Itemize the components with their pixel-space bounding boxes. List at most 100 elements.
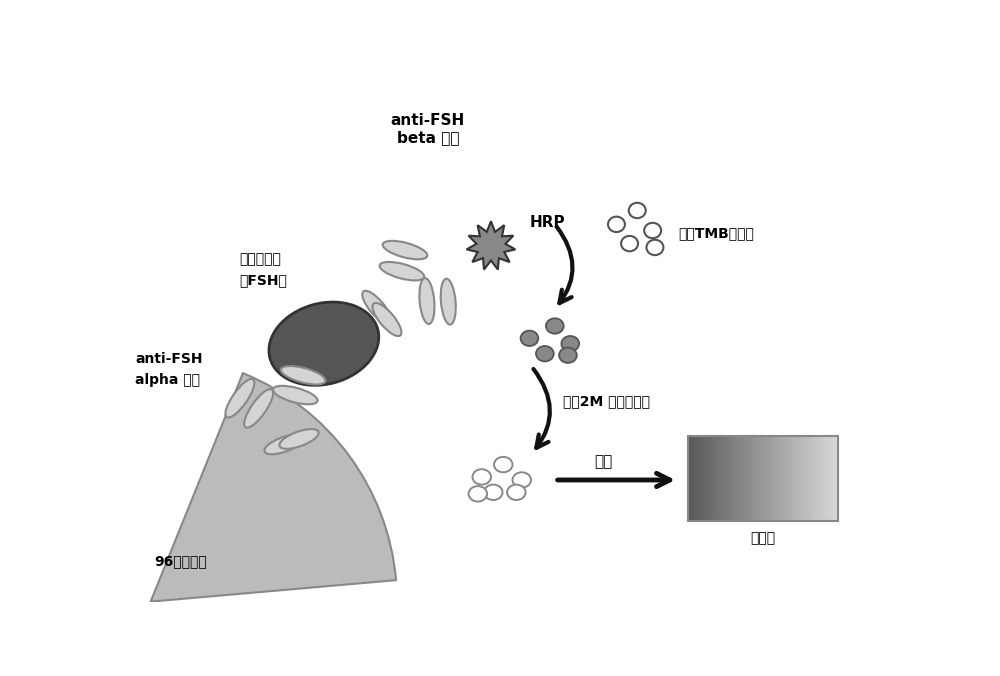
Bar — [699, 436, 701, 521]
Bar — [766, 436, 767, 521]
Bar — [809, 436, 811, 521]
Bar — [773, 436, 775, 521]
Bar — [754, 436, 756, 521]
Bar — [718, 436, 719, 521]
Ellipse shape — [608, 216, 625, 232]
Text: 添加TMB显色液: 添加TMB显色液 — [678, 226, 754, 241]
Bar — [789, 436, 791, 521]
Ellipse shape — [419, 278, 434, 324]
Text: anti-FSH
beta 抗体: anti-FSH beta 抗体 — [391, 113, 465, 145]
Bar — [806, 436, 807, 521]
Bar — [729, 436, 731, 521]
Bar — [828, 436, 830, 521]
Bar — [837, 436, 838, 521]
Ellipse shape — [373, 303, 401, 336]
Bar — [742, 436, 743, 521]
Text: anti-FSH: anti-FSH — [135, 352, 203, 366]
Bar — [744, 436, 746, 521]
Text: 酶标仳: 酶标仳 — [750, 531, 775, 546]
Bar — [758, 436, 760, 521]
Bar — [737, 436, 738, 521]
Text: HRP: HRP — [529, 215, 565, 231]
Bar — [779, 436, 781, 521]
Bar — [731, 436, 732, 521]
Bar — [747, 436, 748, 521]
Text: 添加2M 硫酸终止液: 添加2M 硫酸终止液 — [563, 394, 650, 408]
Bar — [781, 436, 782, 521]
Bar — [709, 436, 711, 521]
Bar — [714, 436, 716, 521]
Bar — [798, 436, 800, 521]
Wedge shape — [151, 373, 396, 602]
Bar — [812, 436, 813, 521]
Bar — [757, 436, 758, 521]
Ellipse shape — [269, 302, 379, 385]
Bar — [791, 436, 792, 521]
Bar — [782, 436, 783, 521]
Ellipse shape — [484, 485, 502, 500]
Ellipse shape — [273, 386, 318, 404]
Bar — [727, 436, 728, 521]
Bar — [701, 436, 702, 521]
Bar — [721, 436, 722, 521]
Ellipse shape — [472, 469, 491, 485]
Bar — [788, 436, 790, 521]
Bar — [822, 436, 823, 521]
FancyArrowPatch shape — [558, 473, 670, 487]
Bar — [776, 436, 777, 521]
Bar — [762, 436, 763, 521]
Bar — [787, 436, 788, 521]
Bar — [738, 436, 740, 521]
Bar — [759, 436, 761, 521]
Ellipse shape — [546, 318, 564, 334]
Bar — [818, 436, 820, 521]
Ellipse shape — [559, 347, 577, 363]
Bar — [696, 436, 697, 521]
Bar — [764, 436, 766, 521]
Bar — [784, 436, 786, 521]
Bar — [803, 436, 805, 521]
Bar — [816, 436, 817, 521]
Bar — [694, 436, 696, 521]
Bar — [753, 436, 755, 521]
Bar — [708, 436, 709, 521]
Bar — [772, 436, 773, 521]
Bar — [836, 436, 837, 521]
Bar — [761, 436, 762, 521]
FancyArrowPatch shape — [557, 226, 573, 303]
Bar — [774, 436, 776, 521]
Bar — [716, 436, 717, 521]
Bar — [748, 436, 750, 521]
Bar — [797, 436, 798, 521]
Bar — [834, 436, 836, 521]
Bar — [702, 436, 703, 521]
Bar — [693, 436, 694, 521]
Bar — [706, 436, 707, 521]
Text: 促卵泡激素: 促卵泡激素 — [239, 252, 281, 266]
Bar — [713, 436, 714, 521]
Bar — [724, 436, 726, 521]
Bar — [833, 436, 835, 521]
Bar — [688, 436, 838, 521]
Bar — [697, 436, 698, 521]
Bar — [801, 436, 802, 521]
Bar — [831, 436, 832, 521]
Bar — [794, 436, 796, 521]
Bar — [707, 436, 708, 521]
Bar — [802, 436, 803, 521]
Bar — [736, 436, 737, 521]
Ellipse shape — [513, 473, 531, 487]
Bar — [771, 436, 772, 521]
Ellipse shape — [629, 203, 646, 218]
Ellipse shape — [646, 240, 663, 255]
Bar — [717, 436, 718, 521]
Ellipse shape — [281, 366, 325, 385]
Bar — [796, 436, 797, 521]
Text: alpha 抗体: alpha 抗体 — [135, 373, 200, 387]
Bar — [778, 436, 780, 521]
Bar — [723, 436, 725, 521]
Bar — [734, 436, 736, 521]
Ellipse shape — [244, 389, 273, 428]
Bar — [799, 436, 801, 521]
Bar — [726, 436, 727, 521]
